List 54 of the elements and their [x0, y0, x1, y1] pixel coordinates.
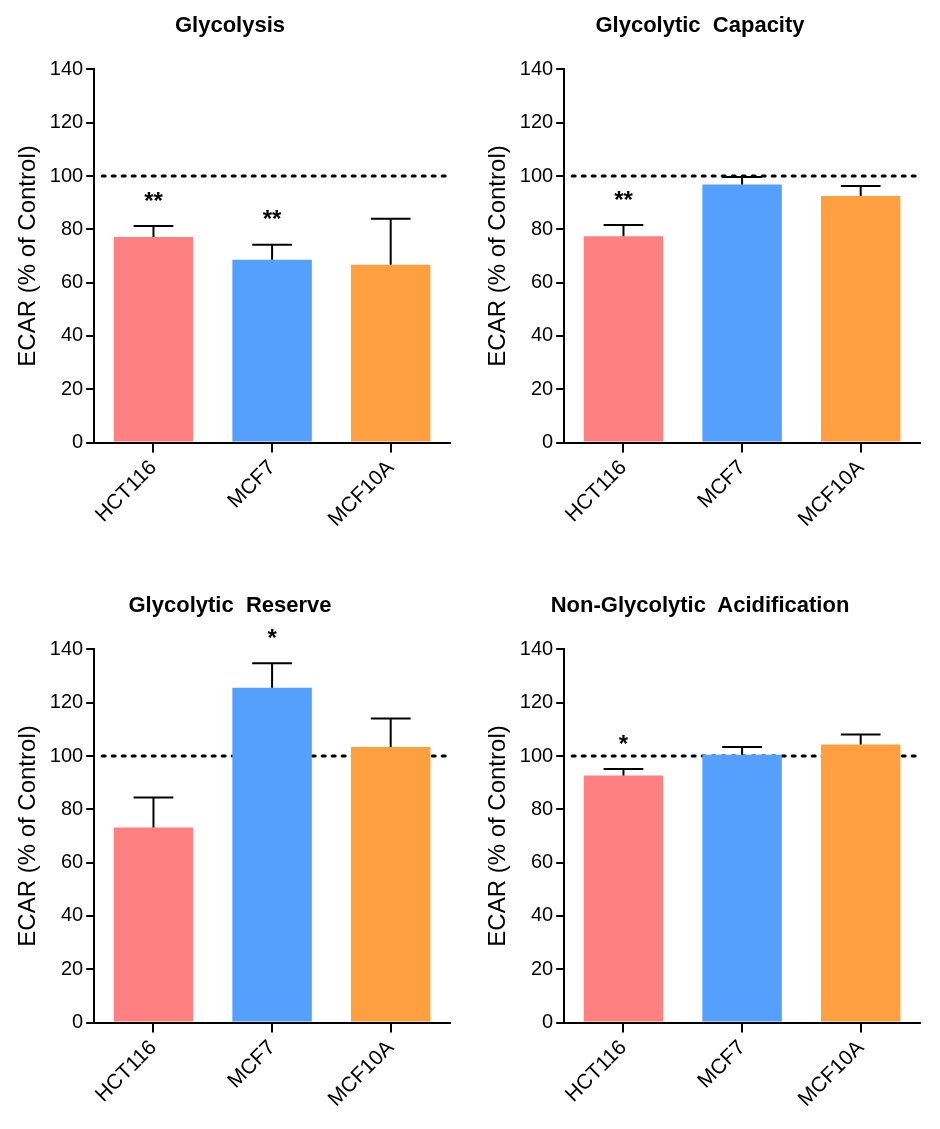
y-tick-label: 20 [530, 376, 554, 399]
y-tick-label: 140 [519, 56, 554, 79]
y-tick-label: 120 [519, 690, 554, 713]
y-tick-label: 20 [530, 956, 554, 979]
annotation: ** [614, 185, 634, 213]
y-axis-title: ECAR (% of Control) [13, 145, 41, 367]
bar [702, 184, 782, 442]
bar [583, 775, 664, 1022]
y-tick-label: 60 [530, 850, 554, 873]
y-tick-label: 0 [542, 1010, 554, 1033]
y-tick-label: 100 [49, 163, 84, 186]
y-tick-label: 100 [49, 743, 84, 766]
y-tick-label: 60 [60, 850, 84, 873]
y-tick-label: 20 [60, 376, 84, 399]
y-axis-title: ECAR (% of Control) [13, 725, 41, 947]
y-tick-label: 100 [519, 163, 554, 186]
bar [820, 744, 901, 1022]
y-tick-label: 80 [530, 796, 554, 819]
y-tick-label: 80 [60, 796, 84, 819]
bar [702, 754, 782, 1022]
y-tick-label: 40 [60, 903, 84, 926]
y-tick-label: 0 [542, 430, 554, 453]
y-tick-label: 120 [49, 690, 84, 713]
chart-title: Glycolytic Capacity [595, 12, 806, 38]
bar [232, 687, 312, 1022]
y-axis-title: ECAR (% of Control) [483, 145, 511, 367]
y-tick-label: 0 [72, 430, 84, 453]
chart-title: Non-Glycolytic Acidification [550, 592, 850, 618]
y-tick-label: 120 [49, 110, 84, 133]
annotation: * [618, 729, 629, 757]
y-tick-label: 0 [72, 1010, 84, 1033]
y-tick-label: 60 [530, 270, 554, 293]
y-tick-label: 60 [60, 270, 84, 293]
y-tick-label: 120 [519, 110, 554, 133]
y-tick-label: 100 [519, 743, 554, 766]
chart-title: Glycolysis [174, 12, 286, 38]
y-tick-label: 140 [519, 636, 554, 659]
annotation: * [267, 623, 278, 651]
y-tick-label: 20 [60, 956, 84, 979]
y-tick-label: 40 [530, 323, 554, 346]
bar [820, 196, 901, 442]
bar [350, 746, 431, 1022]
y-tick-label: 40 [530, 903, 554, 926]
bar [113, 827, 194, 1022]
chart-title: Glycolytic Reserve [128, 592, 332, 618]
y-tick-label: 40 [60, 323, 84, 346]
annotation: ** [144, 186, 164, 214]
bar [583, 236, 664, 442]
y-tick-label: 80 [60, 216, 84, 239]
y-axis-title: ECAR (% of Control) [483, 725, 511, 947]
y-tick-label: 140 [49, 56, 84, 79]
y-tick-label: 140 [49, 636, 84, 659]
y-tick-label: 80 [530, 216, 554, 239]
annotation: ** [262, 205, 283, 233]
